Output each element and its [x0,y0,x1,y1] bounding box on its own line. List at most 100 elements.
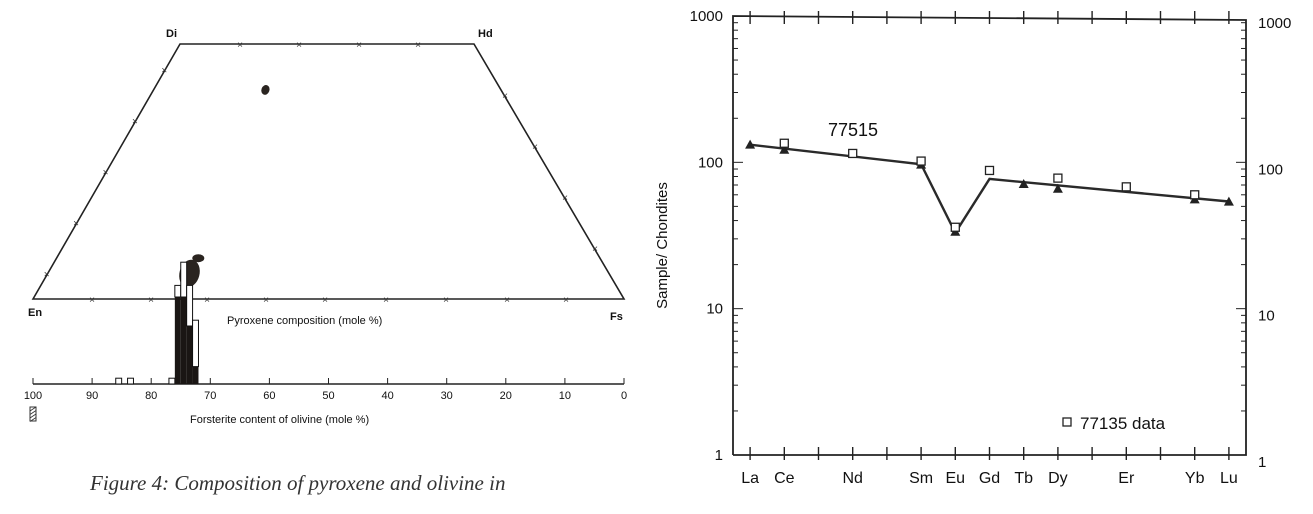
pyroxene-field [179,259,200,288]
olivine-bar-open [186,284,194,327]
pyroxene-quadrilateral-chart: × × × × × × × × × × × × × × × × × × × × × × Di Hd En Fs Pyroxene c… [24,28,627,426]
quadrilateral-tick: × [73,219,79,230]
olivine-tick-label: 0 [621,390,627,402]
series-77135-point [916,156,926,166]
series-77135-point [1190,190,1200,200]
x-tick-label: Tb [1014,470,1033,487]
olivine-bar-open [127,377,134,385]
olivine-tick-label: 10 [559,390,571,402]
corner-label-fs: Fs [610,311,623,323]
corner-label-di: Di [166,28,177,40]
pyroxene-field [261,85,270,95]
figure-caption: Figure 4: Composition of pyroxene and ol… [90,471,506,495]
x-tick-label: Er [1118,470,1135,487]
x-tick-label: La [741,470,759,487]
corner-label-en: En [28,307,42,319]
olivine-hatch-line [29,406,37,412]
corner-label-hd: Hd [478,28,493,40]
quadrilateral-tick: × [103,168,109,179]
pyroxene-field [192,254,205,263]
x-tick-label: Sm [909,470,933,487]
x-tick-label: Eu [946,470,966,487]
olivine-tick-label: 100 [24,390,42,402]
pyroxene-label: Pyroxene composition (mole %) [227,315,382,327]
olivine-bar-filled [174,297,181,384]
olivine-bar-open [168,377,176,385]
quadrilateral-tick: × [443,295,449,306]
quadrilateral-tick: × [204,295,210,306]
quadrilateral-tick: × [161,66,167,77]
series-77135-point [1053,173,1063,183]
olivine-hatch-line [29,410,37,415]
series-77135-point [779,138,789,148]
quadrilateral-tick: × [383,295,389,306]
y-tick-label-right: 1 [1258,454,1266,471]
olivine-hatch-line [29,417,37,422]
olivine-bar-open [180,261,188,298]
ree-pattern-chart: 1 1 10 10 100 100 1000 1000 La Ce Nd Sm Eu Gd Tb Dy Er Yb… [654,8,1291,487]
olivine-bar-open [192,319,199,368]
olivine-bar-filled [192,366,199,384]
quadrilateral-tick: × [356,40,362,51]
series-77135-point [1121,182,1131,192]
olivine-tick-label: 70 [204,390,216,402]
olivine-tick-label: 90 [86,390,98,402]
quadrilateral-outline [31,43,626,300]
plot-frame [732,15,1247,456]
quadrilateral-tick: × [592,244,598,255]
legend-label: 77135 data [1080,414,1166,433]
olivine-bar-open [115,377,123,385]
y-axis-label: Sample/ Chondites [654,182,671,309]
series-77515-point [779,144,790,154]
quadrilateral-tick: × [504,295,510,306]
quadrilateral-tick: × [502,91,508,102]
olivine-tick-label: 30 [441,390,453,402]
olivine-tick-label: 20 [500,390,512,402]
olivine-tick-label: 40 [381,390,393,402]
olivine-tick-label: 50 [322,390,334,402]
series-77135-point [984,165,995,176]
quadrilateral-tick: × [44,270,50,281]
series-77515-line [749,143,1230,236]
y-tick-label-left: 1000 [690,8,723,25]
quadrilateral-tick: × [263,295,269,306]
x-tick-label: Gd [979,470,1000,487]
quadrilateral-tick: × [322,295,328,306]
olivine-hatch-line [29,413,37,419]
x-tick-label: Dy [1048,470,1068,487]
ree-plot-figure: 1 1 10 10 100 100 1000 1000 La Ce Nd Sm Eu Gd Tb Dy Er Yb… [640,0,1313,509]
olivine-bar-open [174,284,182,298]
y-tick-label-right: 1000 [1258,15,1291,32]
quadrilateral-tick: × [532,142,538,153]
series-77515-point [1052,183,1063,193]
olivine-axis-label: Forsterite content of olivine (mole %) [190,414,369,426]
olivine-bar-filled [180,297,187,384]
olivine-tick-label: 60 [263,390,275,402]
olivine-bar-filled [186,326,193,384]
pyroxene-olivine-figure: × × × × × × × × × × × × × × × × × × × × × × Di Hd En Fs Pyroxene c… [0,0,640,509]
series-77515-point [1223,196,1234,206]
quadrilateral-tick: × [563,295,569,306]
quadrilateral-tick: × [562,193,568,204]
x-tick-label: Ce [774,470,795,487]
series-77135-point [950,222,960,232]
y-tick-label-left: 1 [715,447,723,464]
x-tick-label: Lu [1220,470,1238,487]
y-tick-label-right: 100 [1258,161,1283,178]
y-tick-label-left: 100 [698,154,723,171]
quadrilateral-tick: × [415,40,421,51]
quadrilateral-tick: × [148,295,154,306]
x-tick-label: Nd [842,470,862,487]
series-77515-label: 77515 [828,120,878,140]
y-tick-label-left: 10 [706,301,723,318]
quadrilateral-tick: × [237,40,243,51]
x-tick-label: Yb [1185,470,1205,487]
quadrilateral-tick: × [296,40,302,51]
series-77515-point [745,139,756,149]
y-tick-label-right: 10 [1258,308,1275,325]
series-77515-point [1018,179,1029,189]
legend-square-marker [1062,417,1072,427]
olivine-tick-label: 80 [145,390,157,402]
series-77135-point [848,148,858,159]
quadrilateral-tick: × [132,117,138,128]
